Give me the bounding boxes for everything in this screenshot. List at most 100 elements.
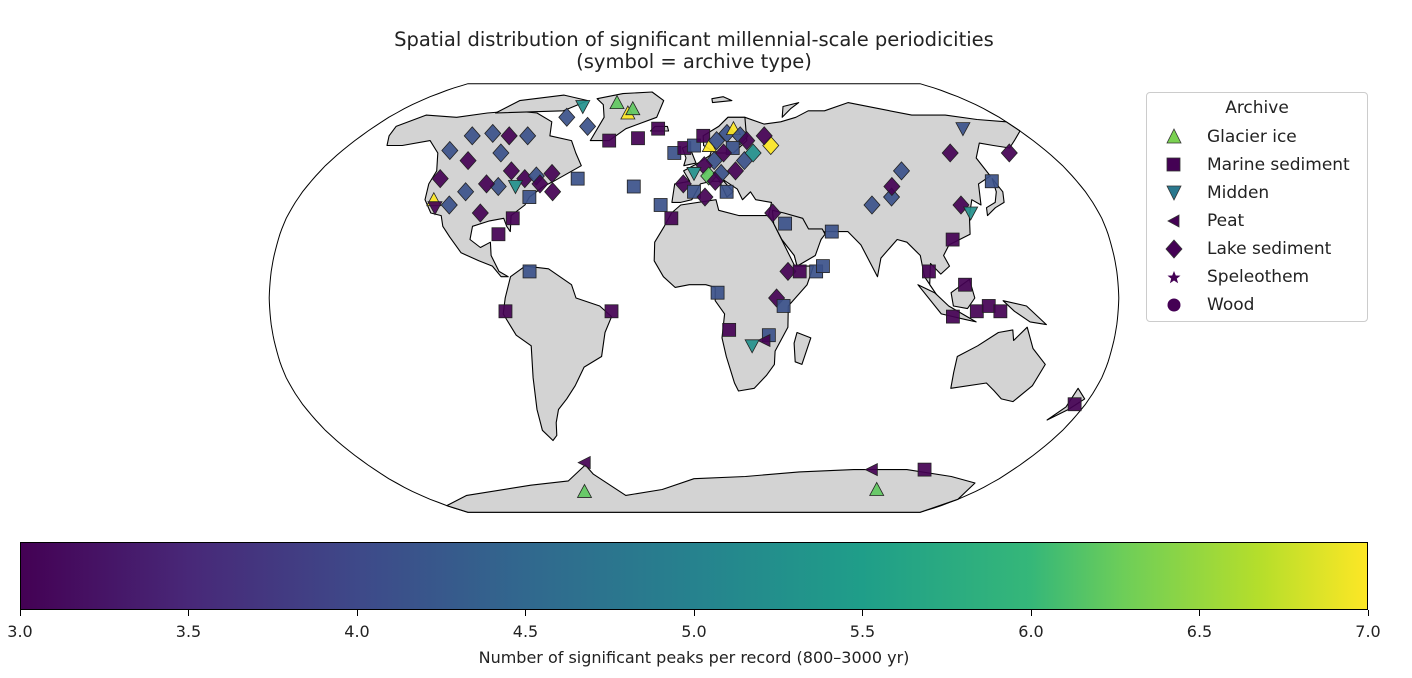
colorbar-tick-mark xyxy=(1030,610,1032,616)
site-marker-midden xyxy=(686,167,702,182)
landmass-antarctica xyxy=(446,464,976,513)
colorbar-tick-label: 6.5 xyxy=(1186,622,1213,641)
site-marker-marine-sediment xyxy=(664,211,679,226)
site-marker-marine-sediment xyxy=(505,211,520,226)
site-marker-marine-sediment xyxy=(958,277,972,292)
site-marker-marine-sediment xyxy=(922,264,936,279)
site-marker-marine-sediment xyxy=(993,304,1008,319)
legend-item-wood: Wood xyxy=(1159,291,1254,319)
site-marker-lake-sediment xyxy=(484,123,502,144)
site-marker-marine-sediment xyxy=(651,121,666,136)
legend-title: Archive xyxy=(1225,98,1289,118)
marine-sediment-marker-icon xyxy=(1166,157,1181,172)
landmass-madagascar xyxy=(793,331,812,365)
site-marker-lake-sediment xyxy=(579,116,597,136)
site-marker-lake-sediment xyxy=(463,126,481,146)
lake-sediment-marker-icon xyxy=(1165,239,1183,259)
legend-item-speleothem: Speleothem xyxy=(1159,263,1309,291)
site-marker-marine-sediment xyxy=(816,259,830,274)
site-marker-lake-sediment xyxy=(706,171,724,191)
site-marker-lake-sediment xyxy=(883,187,901,207)
peat-marker-icon xyxy=(1167,214,1180,228)
title-line-1: Spatial distribution of significant mill… xyxy=(394,28,994,51)
world-map xyxy=(268,83,1120,513)
site-marker-lake-sediment xyxy=(531,174,549,194)
colorbar-tick-label: 5.0 xyxy=(681,622,707,641)
legend-label: Wood xyxy=(1207,295,1255,315)
site-marker-lake-sediment xyxy=(708,130,726,151)
site-marker-marine-sediment xyxy=(984,174,999,189)
site-marker-lake-sediment xyxy=(883,176,901,197)
legend-item-marine-sediment: Marine sediment xyxy=(1159,151,1350,179)
site-marker-midden xyxy=(962,206,979,221)
legend-label: Marine sediment xyxy=(1207,155,1350,175)
landmass-north-america xyxy=(386,110,582,278)
site-marker-marine-sediment xyxy=(981,299,996,313)
site-marker-lake-sediment xyxy=(1000,143,1018,163)
site-marker-lake-sediment xyxy=(471,203,489,223)
site-marker-midden xyxy=(955,122,971,137)
site-marker-lake-sediment xyxy=(738,130,756,151)
legend-item-peat: Peat xyxy=(1159,207,1244,235)
site-marker-lake-sediment xyxy=(440,195,458,215)
colorbar-tick-mark xyxy=(188,610,189,616)
landmass-africa xyxy=(653,199,815,392)
colorbar-tick-label: 3.0 xyxy=(7,622,33,641)
site-marker-glacier-ice xyxy=(625,100,641,116)
site-marker-lake-sediment xyxy=(892,161,911,181)
colorbar-tick-label: 4.5 xyxy=(512,622,539,641)
legend: Archive Glacier ice Marine sediment Midd… xyxy=(1146,92,1368,322)
site-marker-glacier-ice xyxy=(576,483,593,498)
site-marker-lake-sediment xyxy=(726,161,745,181)
legend-label: Peat xyxy=(1207,211,1245,231)
legend-item-midden: Midden xyxy=(1159,179,1269,207)
site-marker-marine-sediment xyxy=(945,232,960,247)
colorbar-tick-mark xyxy=(862,610,863,616)
colorbar-label: Number of significant peaks per record (… xyxy=(478,648,910,667)
site-marker-peat xyxy=(757,333,771,348)
colorbar-tick-label: 4.0 xyxy=(344,622,370,641)
title-line-2: (symbol = archive type) xyxy=(576,50,812,73)
landmass-svalbard xyxy=(711,96,733,104)
wood-marker-icon xyxy=(1167,298,1181,312)
glacier-ice-marker-icon xyxy=(1166,128,1182,144)
landmass-australia xyxy=(950,326,1046,403)
site-marker-midden xyxy=(744,339,760,354)
site-marker-midden xyxy=(427,201,443,216)
site-marker-marine-sediment xyxy=(969,304,984,319)
landmass-arctic-islands xyxy=(495,94,589,114)
site-marker-lake-sediment xyxy=(544,182,562,202)
site-marker-peat xyxy=(577,455,591,470)
site-marker-marine-sediment xyxy=(792,264,807,279)
landmass-south-america xyxy=(502,265,613,442)
site-marker-lake-sediment xyxy=(558,107,576,127)
site-marker-marine-sediment xyxy=(653,198,668,212)
site-markers xyxy=(426,94,1082,498)
site-marker-marine-sediment xyxy=(631,131,645,146)
site-marker-marine-sediment xyxy=(1067,397,1082,412)
legend-label: Lake sediment xyxy=(1207,239,1332,259)
colorbar-tick-mark xyxy=(356,610,358,616)
site-marker-marine-sediment xyxy=(522,264,537,279)
site-marker-marine-sediment xyxy=(491,227,506,242)
colorbar-tick-label: 7.0 xyxy=(1355,622,1381,641)
site-marker-marine-sediment xyxy=(522,190,537,204)
site-marker-marine-sediment xyxy=(602,133,617,148)
site-marker-lake-sediment xyxy=(477,174,496,194)
colorbar-tick-mark xyxy=(693,610,695,616)
site-marker-marine-sediment xyxy=(719,184,734,199)
colorbar-tick-label: 5.5 xyxy=(849,622,876,641)
site-marker-lake-sediment xyxy=(744,143,762,163)
site-marker-lake-sediment xyxy=(441,140,459,161)
colorbar-tick-label: 3.5 xyxy=(175,622,202,641)
midden-marker-icon xyxy=(1166,185,1182,201)
site-marker-marine-sediment xyxy=(917,462,932,477)
site-marker-lake-sediment xyxy=(696,187,714,207)
site-marker-glacier-ice xyxy=(609,94,625,110)
landmass-novaya-zemlya xyxy=(781,102,800,118)
site-marker-marine-sediment xyxy=(604,304,619,319)
site-marker-midden xyxy=(575,100,591,115)
colorbar-tick-mark xyxy=(525,610,526,616)
landmass-new-guinea xyxy=(1002,300,1047,326)
site-marker-marine-sediment xyxy=(626,179,641,194)
